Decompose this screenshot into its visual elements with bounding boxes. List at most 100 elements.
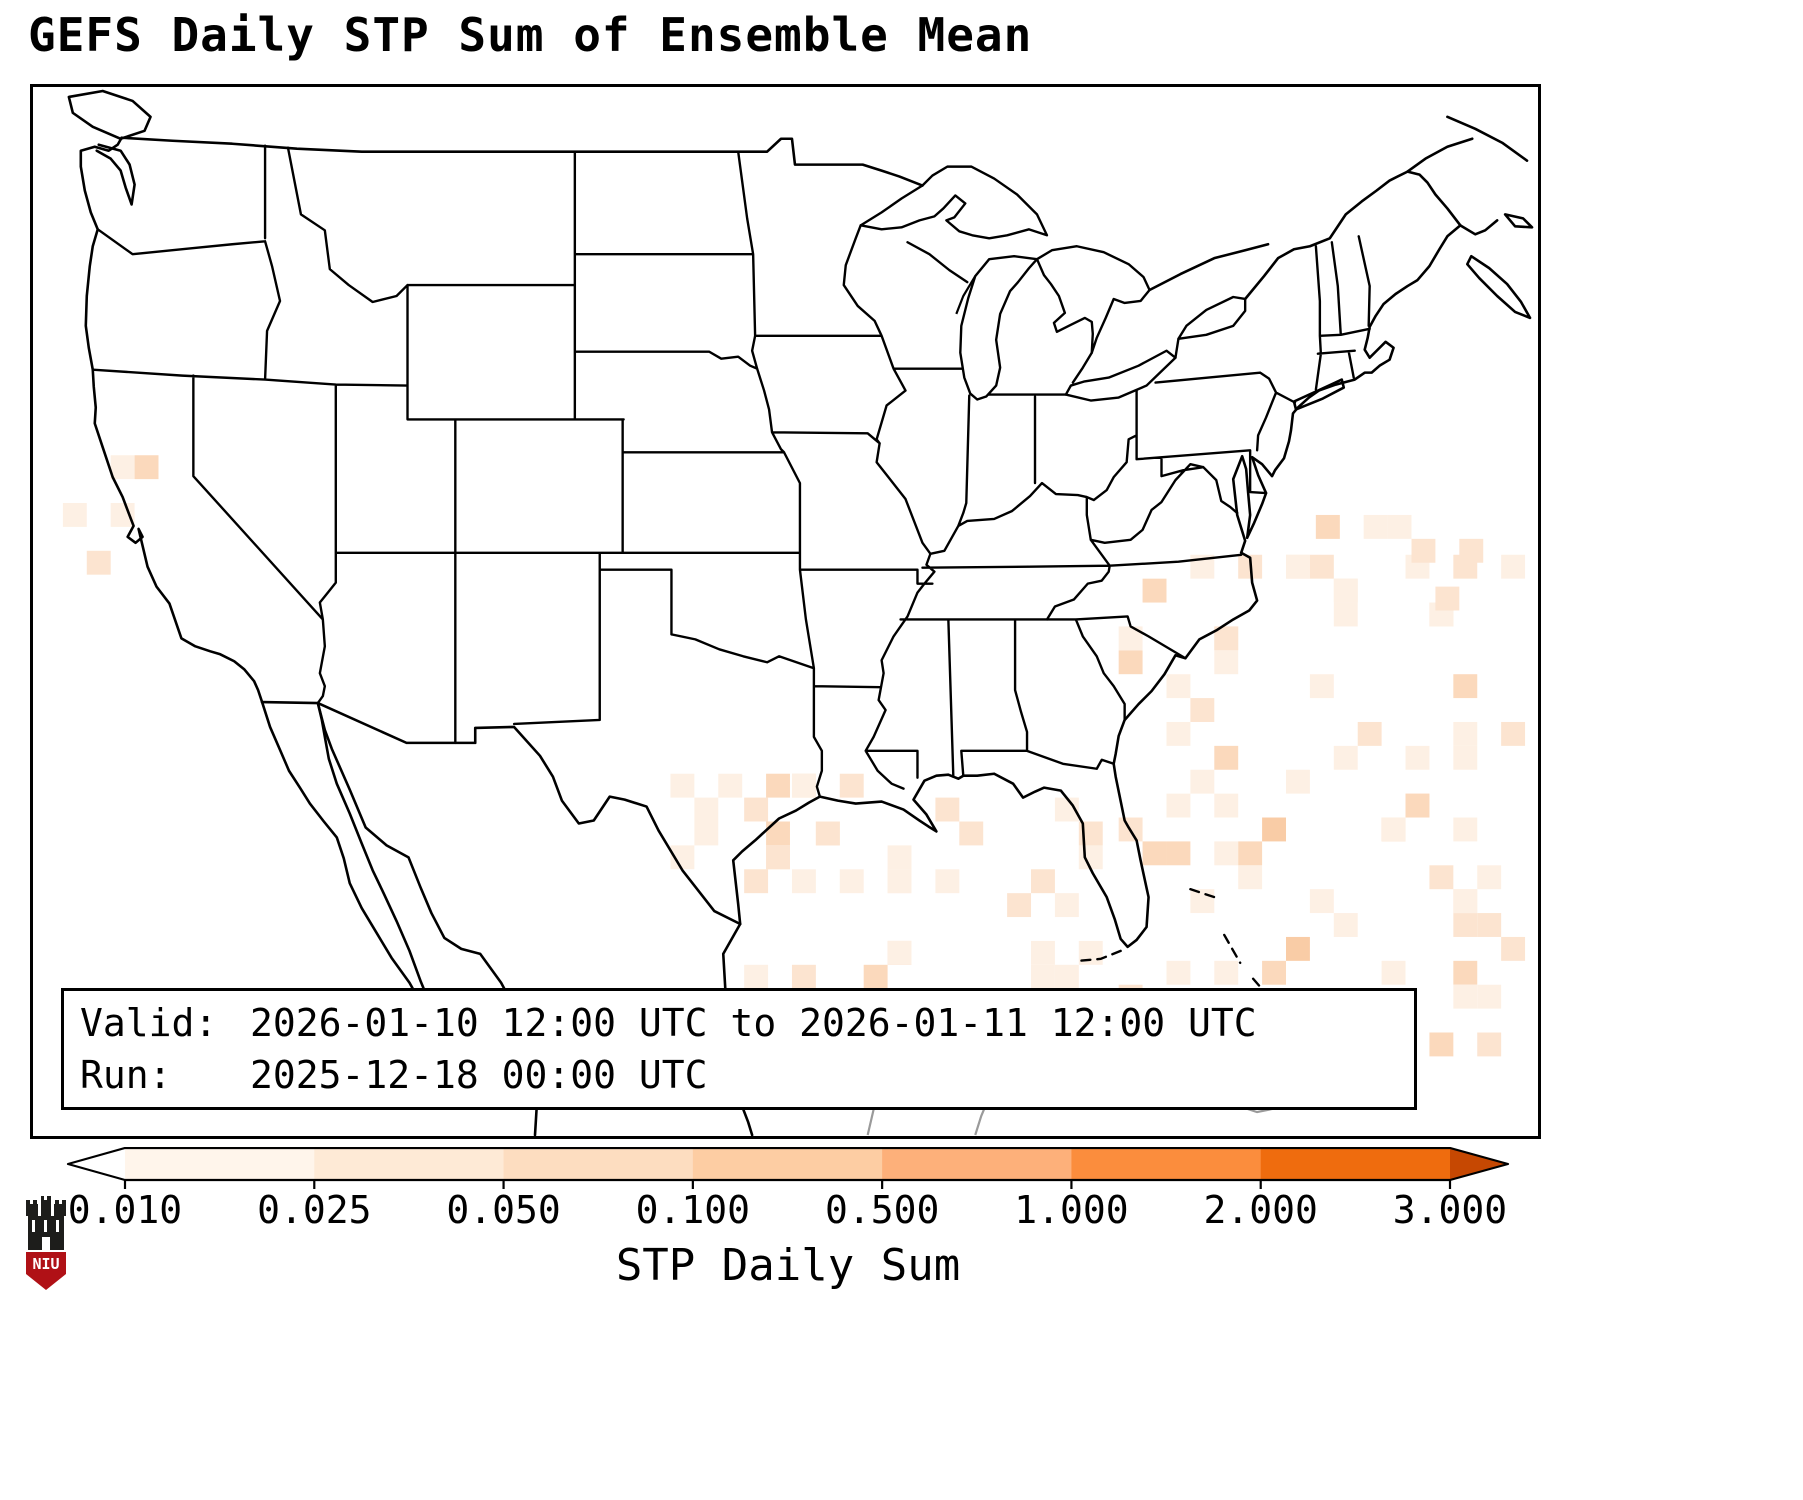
stp-patch xyxy=(1453,674,1478,699)
castle-door xyxy=(42,1237,50,1250)
stp-patch xyxy=(1262,960,1287,985)
stp-patch xyxy=(815,821,840,846)
stp-patch xyxy=(1453,721,1478,746)
stp-patch xyxy=(1142,841,1167,866)
stp-patch xyxy=(1477,984,1502,1009)
castle-window xyxy=(56,1220,59,1232)
stp-patch xyxy=(744,797,769,822)
stp-patch xyxy=(670,773,695,798)
colorbar-under-arrow xyxy=(68,1148,125,1180)
valid-line: Valid: 2026-01-10 12:00 UTC to 2026-01-11… xyxy=(80,997,1398,1049)
lake-michigan xyxy=(959,254,1039,401)
stp-patch xyxy=(1118,626,1143,651)
stp-patch xyxy=(791,773,816,798)
stp-patch xyxy=(1214,650,1239,675)
canada-east-border xyxy=(1243,170,1462,301)
stp-patch xyxy=(134,455,159,480)
stp-patch xyxy=(887,869,912,894)
stp-patch xyxy=(1214,960,1239,985)
stp-patch xyxy=(1453,960,1478,985)
stp-patch xyxy=(1333,913,1358,937)
stp-patch xyxy=(1387,514,1412,539)
stp-patch xyxy=(1333,578,1358,603)
stp-patch xyxy=(86,550,111,575)
stp-patch xyxy=(887,845,912,870)
stp-patch xyxy=(670,845,695,870)
lake-superior xyxy=(859,165,1049,240)
stp-patches xyxy=(62,455,1526,1061)
colorbar-tick-label: 0.050 xyxy=(446,1188,561,1232)
stp-patch xyxy=(1118,650,1143,675)
stp-patch xyxy=(1238,865,1263,890)
castle-window xyxy=(32,1220,35,1232)
stp-patch xyxy=(1142,578,1167,603)
stp-patch xyxy=(1411,538,1436,563)
castle-window xyxy=(44,1220,47,1232)
colorbar-tick-marks xyxy=(123,1180,1452,1189)
stp-patch xyxy=(1238,841,1263,866)
stp-patch xyxy=(1166,793,1191,818)
stp-patch xyxy=(791,964,816,989)
stp-patch xyxy=(1429,865,1454,890)
stp-patch xyxy=(1429,1032,1454,1057)
stp-patch xyxy=(1501,721,1526,746)
stp-patch xyxy=(1477,1032,1502,1057)
stp-patch xyxy=(1453,984,1478,1009)
stp-patch xyxy=(1031,869,1055,894)
stp-patch xyxy=(959,821,984,846)
colorbar-tick-label: 0.100 xyxy=(635,1188,751,1232)
stp-patch xyxy=(1214,626,1239,651)
colorbar-segment xyxy=(503,1148,694,1180)
niu-logo: NIU xyxy=(26,1196,66,1290)
ottawa-river xyxy=(1148,242,1270,292)
stp-patch xyxy=(766,845,790,870)
stp-patch xyxy=(1381,960,1406,985)
run-label: Run: xyxy=(80,1053,172,1097)
stp-patch xyxy=(791,869,816,894)
logo-banner xyxy=(26,1252,66,1274)
colorbar-segment xyxy=(1071,1148,1262,1180)
stp-patch xyxy=(1453,889,1478,914)
stp-patch xyxy=(1054,893,1079,918)
gulf-atlantic-coast xyxy=(731,551,1259,949)
stp-patch xyxy=(1453,913,1478,937)
stp-patch xyxy=(62,503,87,527)
stp-patch xyxy=(1190,769,1215,794)
info-box: Valid: 2026-01-10 12:00 UTC to 2026-01-11… xyxy=(61,988,1417,1110)
stp-patch xyxy=(1031,940,1055,965)
stp-patch xyxy=(1078,845,1103,870)
colorbar-tick-label: 0.010 xyxy=(67,1188,183,1232)
stp-patch xyxy=(1309,674,1334,699)
stp-patch xyxy=(1214,793,1239,818)
stp-patch xyxy=(766,821,790,846)
state-borders xyxy=(91,144,1371,798)
stp-patch xyxy=(1262,817,1287,842)
stp-patch xyxy=(839,869,864,894)
stp-patch xyxy=(1031,964,1055,989)
stp-patch xyxy=(1166,841,1191,866)
stp-patch xyxy=(935,869,960,894)
stp-patch xyxy=(1286,769,1310,794)
stp-patch xyxy=(1309,554,1334,579)
stp-patch xyxy=(1214,745,1239,770)
stp-patch xyxy=(1214,841,1239,866)
stp-patch xyxy=(1286,936,1310,961)
colorbar-tick-label: 0.025 xyxy=(257,1188,372,1232)
stp-patch xyxy=(1309,889,1334,914)
colorbar-segment xyxy=(1260,1148,1451,1180)
stp-patch xyxy=(1333,602,1358,627)
stp-patch xyxy=(1286,554,1310,579)
stp-patch xyxy=(1363,514,1388,539)
stp-patch xyxy=(1453,817,1478,842)
florida-keys-dashed xyxy=(1077,949,1122,963)
colorbar-segment xyxy=(692,1148,883,1180)
stp-patch xyxy=(1405,793,1430,818)
colorbar-tick-label: 0.500 xyxy=(824,1188,940,1232)
great-lakes xyxy=(859,165,1247,402)
mexico-border xyxy=(260,700,742,926)
maritimes-coast xyxy=(1459,213,1534,320)
figure-title: GEFS Daily STP Sum of Ensemble Mean xyxy=(28,8,1033,62)
stp-patch xyxy=(1190,698,1215,722)
colorbar-tick-label: 3.000 xyxy=(1392,1188,1508,1232)
